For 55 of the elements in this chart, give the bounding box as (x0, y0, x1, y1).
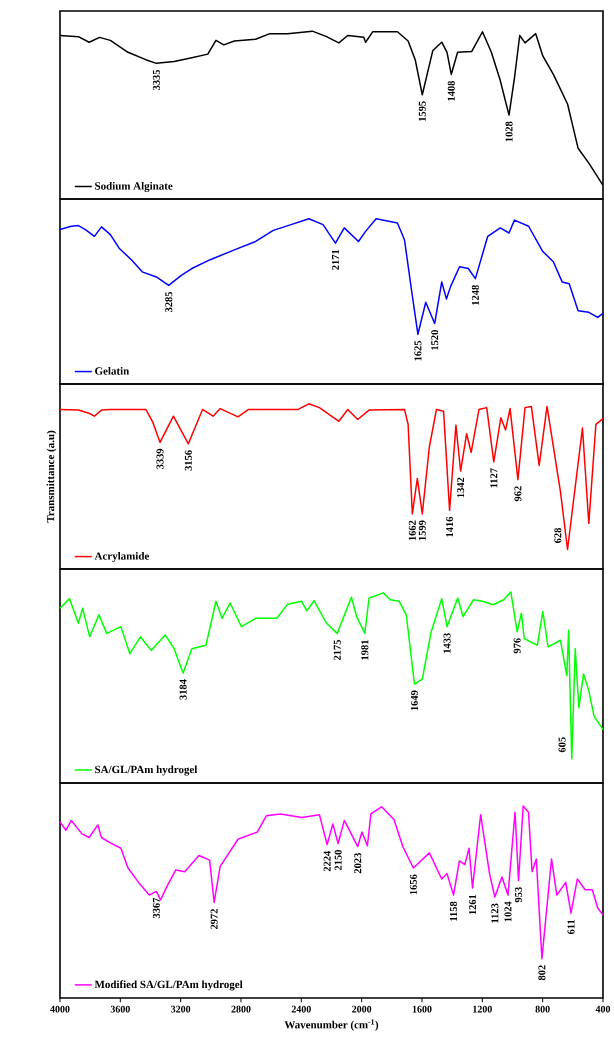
annotation: 3285 (165, 291, 173, 313)
annotation: 953 (515, 887, 523, 903)
annotation: 3335 (152, 69, 161, 91)
annotation: 1656 (409, 874, 418, 895)
x-tick-label: 2800 (231, 1005, 251, 1013)
annotation: 1127 (490, 468, 498, 488)
annotation: 1625 (414, 340, 422, 361)
annotation: 1408 (447, 80, 455, 101)
x-tick-label: 1600 (412, 1005, 432, 1013)
annotation: 1520 (431, 330, 439, 350)
legend-label: Gelatin (95, 367, 130, 375)
legend-label: Modified SA/GL/PAm hydrogel (94, 980, 243, 991)
x-tick-label: 400 (595, 1005, 611, 1013)
annotation: 1595 (418, 101, 426, 122)
annotation: 628 (554, 527, 562, 543)
x-tick-label: 3200 (171, 1005, 191, 1013)
x-tick-label: 2400 (291, 1005, 312, 1013)
legend-label: Acrylamide (94, 552, 150, 562)
x-tick-label: 2000 (352, 1005, 372, 1013)
annotation: 1158 (450, 901, 458, 921)
annotation: 605 (558, 737, 566, 753)
annotation: 1261 (469, 894, 477, 915)
y-axis-title: Transmittance (a.u) (46, 430, 57, 523)
annotation: 611 (567, 919, 575, 935)
x-tick-label: 1200 (473, 1005, 493, 1013)
annotation: 1662 (408, 520, 416, 541)
annotation: 962 (514, 486, 522, 502)
annotation: 1599 (418, 520, 426, 541)
annotation: 1024 (504, 901, 512, 922)
annotation: 1433 (443, 633, 451, 653)
x-axis-title: Wavenumber (cm$^{-1}$) (284, 1019, 379, 1031)
annotation: 1981 (361, 640, 369, 660)
annotation: 2175 (333, 639, 341, 661)
annotation: 2023 (354, 853, 362, 874)
annotation: 2972 (210, 909, 218, 930)
annotation: 2224 (323, 850, 331, 872)
annotation: 2171 (332, 249, 339, 270)
legend-label: SA/GL/PAm hydrogel (95, 765, 198, 776)
annotation: 1416 (446, 516, 454, 537)
annotation: 3367 (152, 897, 160, 919)
annotation: 3339 (156, 448, 164, 470)
annotation: 1123 (491, 903, 499, 923)
legend-label: Sodium Alginate (95, 181, 173, 192)
annotation: 3156 (184, 450, 192, 471)
annotation: 2150 (334, 850, 342, 871)
annotation: 1028 (505, 121, 513, 142)
x-tick-label: 800 (535, 1005, 550, 1013)
annotation: 1248 (471, 285, 480, 305)
annotation: 802 (538, 965, 546, 981)
x-tick-label: 3600 (110, 1005, 131, 1013)
annotation: 976 (513, 638, 521, 654)
annotation: 3184 (179, 679, 187, 700)
annotation: 1649 (411, 690, 419, 711)
annotation: 1342 (457, 477, 465, 498)
x-tick-label: 4000 (50, 1005, 70, 1013)
